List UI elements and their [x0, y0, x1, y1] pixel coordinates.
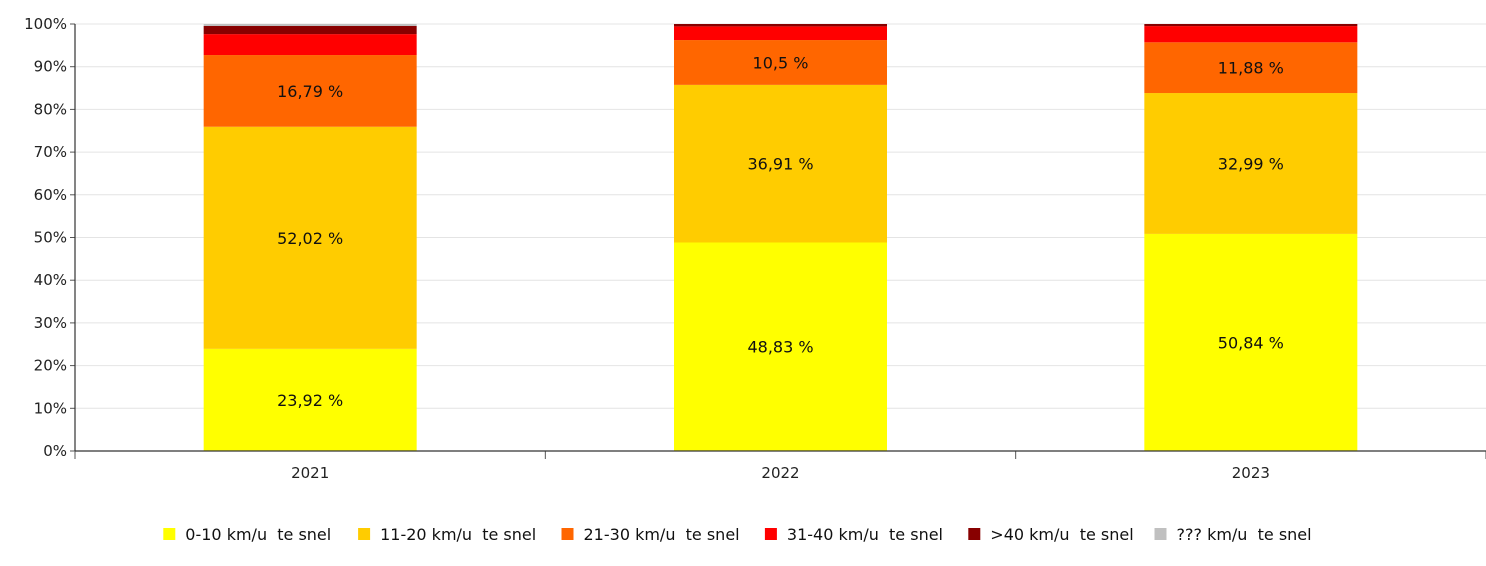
y-tick-label: 0%: [43, 442, 67, 460]
legend-swatch: [968, 528, 981, 540]
bar-segment: [1144, 24, 1358, 27]
legend-label: 31-40 km/u te snel: [787, 525, 943, 544]
data-label: 48,83 %: [747, 338, 813, 357]
data-label: 52,02 %: [277, 229, 343, 248]
data-label: 11,88 %: [1218, 59, 1284, 78]
y-tick-label: 20%: [34, 357, 67, 375]
data-label: 23,92 %: [277, 391, 343, 410]
y-tick-label: 40%: [34, 271, 67, 289]
legend: 0-10 km/u te snel 11-20 km/u te snel 21-30…: [163, 525, 1312, 544]
bars: [203, 24, 1358, 451]
bar-segment: [203, 126, 417, 349]
y-tick-label: 80%: [34, 100, 67, 118]
x-tick-label: 2021: [291, 464, 329, 482]
data-label: 50,84 %: [1218, 333, 1284, 352]
bar-segment: [203, 24, 417, 27]
bar-segment: [1144, 233, 1358, 451]
bar-segment: [1144, 26, 1358, 43]
bar-segment: [674, 84, 887, 243]
data-label: 36,91 %: [747, 155, 813, 174]
legend-swatch: [163, 528, 176, 540]
y-tick-label: 30%: [34, 314, 67, 332]
legend-swatch: [764, 528, 777, 540]
bar-segment: [674, 242, 887, 451]
y-tick-label: 70%: [34, 143, 67, 161]
bar-segment: [203, 348, 417, 451]
data-label: 32,99 %: [1218, 154, 1284, 173]
y-tick-label: 50%: [34, 229, 67, 247]
data-labels: 23,92 % 52,02 % 16,79 % 48,83 % 36,91 % 10,5 …: [277, 53, 1284, 409]
bar-segment: [203, 34, 417, 56]
y-tick-label: 60%: [34, 186, 67, 204]
x-tick-label: 2022: [761, 464, 799, 482]
bar-segment: [674, 40, 887, 85]
axes: 0% 10% 20% 30% 40% 50% 60% 70% 80% 90% 100% 2021 202…: [24, 15, 1486, 482]
y-tick-label: 90%: [34, 58, 67, 76]
data-label: 10,5 %: [753, 53, 809, 72]
legend-swatch: [561, 528, 574, 540]
legend-swatch: [358, 528, 371, 540]
legend-label: 11-20 km/u te snel: [380, 525, 536, 544]
bar-segment: [1144, 93, 1358, 234]
legend-label: >40 km/u te snel: [990, 525, 1133, 544]
bar-segment: [203, 55, 417, 127]
legend-swatch: [1154, 528, 1167, 540]
bar-segment: [203, 26, 417, 35]
x-tick-label: 2023: [1232, 464, 1270, 482]
data-label: 16,79 %: [277, 82, 343, 101]
bar-segment: [1144, 42, 1358, 94]
legend-label: 0-10 km/u te snel: [185, 525, 331, 544]
y-tick-label: 100%: [24, 15, 67, 33]
legend-label: 21-30 km/u te snel: [584, 525, 740, 544]
bar-segment: [674, 26, 887, 41]
y-tick-label: 10%: [34, 399, 67, 417]
legend-label: ??? km/u te snel: [1177, 525, 1312, 544]
bar-segment: [674, 24, 887, 27]
